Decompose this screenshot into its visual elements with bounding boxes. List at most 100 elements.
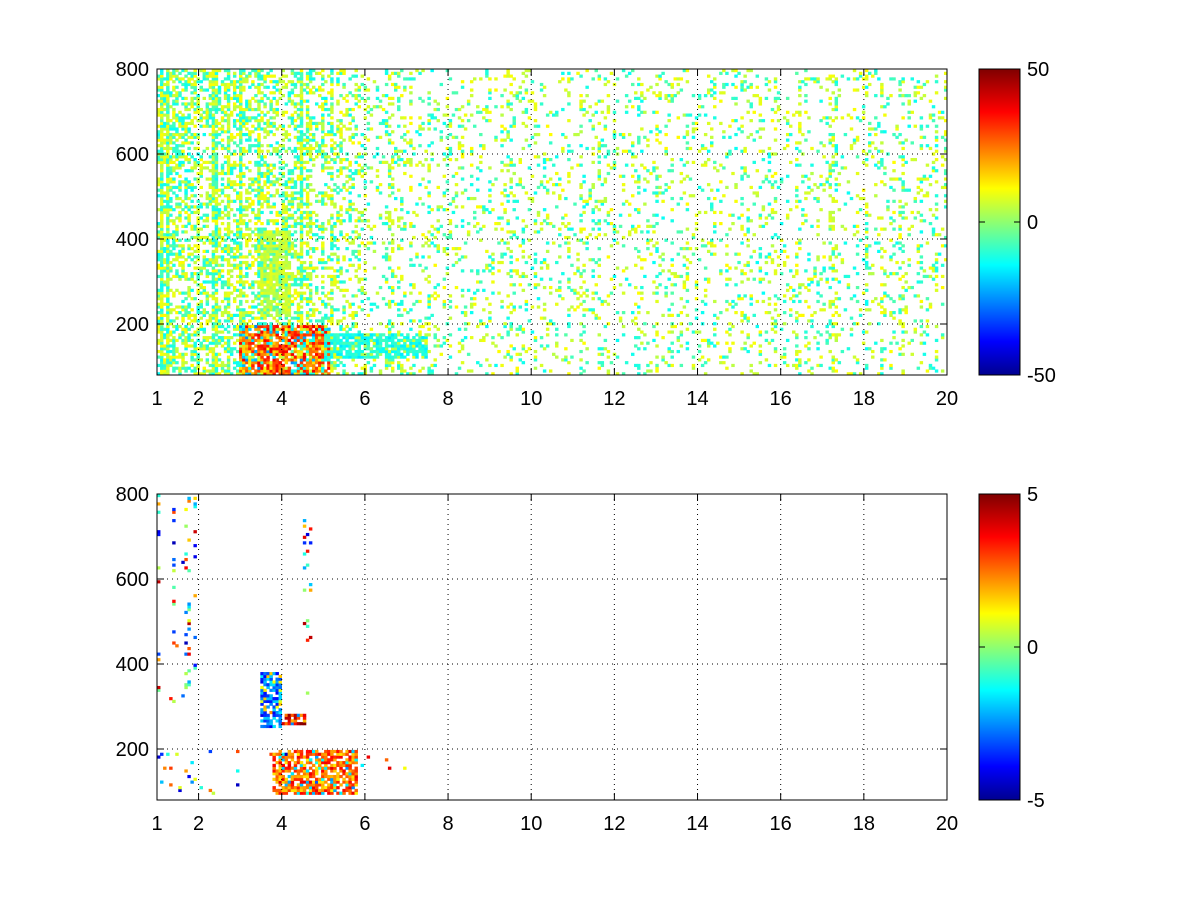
- heatmap-cell: [163, 138, 167, 142]
- heatmap-cell: [400, 322, 404, 326]
- heatmap-cell: [479, 280, 483, 284]
- heatmap-cell: [242, 352, 246, 356]
- heatmap-cell: [284, 74, 289, 78]
- heatmap-cell: [409, 141, 413, 145]
- heatmap-cell: [397, 363, 401, 368]
- heatmap-cell: [305, 344, 310, 348]
- heatmap-cell: [169, 219, 173, 223]
- heatmap-cell: [172, 135, 176, 139]
- heatmap-cell: [242, 183, 246, 187]
- heatmap-cell: [166, 311, 170, 315]
- heatmap-cell: [311, 338, 316, 343]
- heatmap-cell: [366, 241, 371, 245]
- heatmap-cell: [245, 274, 249, 279]
- heatmap-cell: [409, 349, 413, 354]
- heatmap-cell: [321, 349, 325, 354]
- heatmap-cell: [269, 233, 273, 237]
- heatmap-cell: [184, 169, 188, 173]
- heatmap-cell: [488, 119, 492, 123]
- heatmap-cell: [226, 163, 231, 167]
- heatmap-cell: [269, 219, 273, 223]
- heatmap-cell: [260, 277, 264, 281]
- heatmap-cell: [226, 180, 231, 184]
- heatmap-cell: [223, 327, 228, 331]
- heatmap-cell: [387, 194, 392, 198]
- heatmap-cell: [166, 216, 170, 220]
- heatmap-cell: [299, 224, 304, 228]
- heatmap-cell: [157, 255, 161, 259]
- heatmap-cell: [226, 291, 231, 295]
- heatmap-cell: [257, 330, 261, 334]
- heatmap-cell: [248, 366, 252, 370]
- heatmap-cell: [387, 96, 392, 100]
- heatmap-cell: [290, 336, 295, 340]
- heatmap-cell: [506, 294, 510, 298]
- heatmap-cell: [436, 327, 440, 331]
- heatmap-cell: [299, 294, 304, 298]
- heatmap-cell: [166, 274, 170, 279]
- heatmap-cell: [403, 132, 407, 137]
- heatmap-cell: [418, 144, 422, 148]
- heatmap-cell: [257, 227, 261, 231]
- heatmap-cell: [384, 110, 389, 114]
- heatmap-cell: [202, 166, 207, 170]
- heatmap-cell: [193, 110, 197, 114]
- heatmap-cell: [172, 141, 176, 145]
- heatmap-cell: [260, 205, 264, 209]
- heatmap-cell: [229, 347, 234, 351]
- heatmap-cell: [342, 124, 346, 128]
- heatmap-cell: [448, 146, 453, 151]
- heatmap-cell: [251, 280, 255, 284]
- heatmap-cell: [232, 252, 237, 256]
- heatmap-cell: [390, 274, 395, 279]
- heatmap-cell: [245, 344, 249, 348]
- heatmap-cell: [181, 338, 185, 343]
- heatmap-cell: [157, 188, 161, 192]
- heatmap-cell: [166, 144, 170, 148]
- heatmap-cell: [236, 247, 240, 251]
- heatmap-cell: [333, 338, 337, 343]
- heatmap-cell: [178, 219, 182, 223]
- heatmap-cell: [196, 288, 200, 292]
- heatmap-cell: [266, 266, 270, 270]
- heatmap-cell: [390, 183, 395, 187]
- heatmap-cell: [321, 191, 325, 195]
- heatmap-cell: [400, 355, 404, 359]
- heatmap-cell: [163, 94, 167, 98]
- heatmap-cell: [242, 319, 246, 323]
- heatmap-cell: [190, 199, 194, 203]
- heatmap-cell: [263, 272, 267, 276]
- heatmap-cell: [342, 336, 346, 340]
- heatmap-cell: [169, 185, 173, 190]
- heatmap-cell: [321, 163, 325, 167]
- heatmap-cell: [181, 260, 185, 265]
- heatmap-cell: [406, 141, 410, 145]
- heatmap-cell: [284, 327, 289, 331]
- heatmap-cell: [302, 260, 307, 265]
- heatmap-cell: [278, 313, 282, 317]
- heatmap-cell: [157, 233, 161, 237]
- heatmap-cell: [281, 174, 286, 178]
- heatmap-cell: [199, 88, 203, 92]
- heatmap-cell: [226, 313, 231, 317]
- heatmap-cell: [348, 336, 352, 340]
- heatmap-cell: [287, 244, 292, 248]
- heatmap-cell: [266, 272, 270, 276]
- heatmap-cell: [175, 194, 179, 198]
- heatmap-cell: [263, 358, 267, 362]
- heatmap-cell: [266, 263, 270, 267]
- heatmap-cell: [208, 372, 213, 376]
- heatmap-cell: [318, 338, 322, 343]
- heatmap-cell: [157, 330, 161, 334]
- heatmap-cell: [445, 266, 450, 270]
- heatmap-cell: [263, 238, 267, 242]
- heatmap-cell: [284, 210, 289, 215]
- heatmap-cell: [205, 299, 210, 304]
- heatmap-cell: [308, 361, 313, 365]
- heatmap-cell: [330, 116, 334, 120]
- heatmap-cell: [357, 252, 361, 256]
- heatmap-cell: [169, 205, 173, 209]
- heatmap-cell: [257, 252, 261, 256]
- heatmap-cell: [272, 352, 276, 356]
- heatmap-cell: [308, 69, 313, 73]
